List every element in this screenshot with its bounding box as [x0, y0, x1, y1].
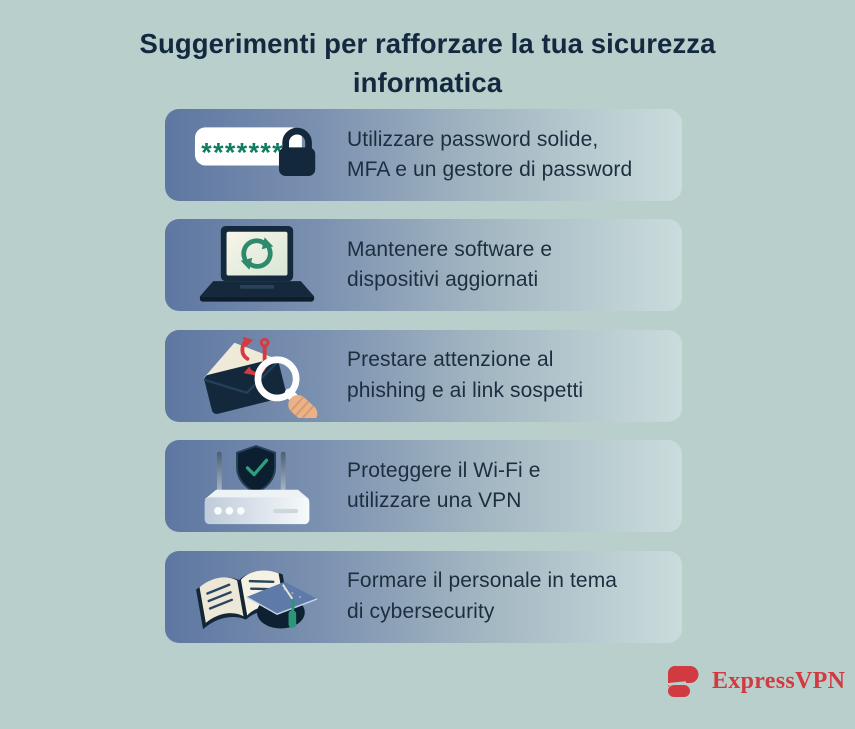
tip-line-1: Prestare attenzione al [347, 348, 554, 372]
page-title: Suggerimenti per rafforzare la tua sicur… [0, 24, 855, 102]
laptop-refresh-icon [191, 224, 323, 306]
tip-line-1: Proteggere il Wi-Fi e [347, 458, 541, 482]
page-title-text: Suggerimenti per rafforzare la tua sicur… [139, 28, 716, 98]
router-led [214, 507, 222, 515]
tassel-string [290, 598, 295, 612]
router-led [225, 507, 234, 515]
book-text-lines-left [206, 583, 234, 610]
tip-line-1: Utilizzare password solide, [347, 127, 599, 151]
laptop-base-edge [199, 296, 315, 303]
router-antenna-right [280, 451, 286, 498]
router-front [204, 497, 310, 525]
password-field-lock-icon: ******* [191, 121, 323, 189]
book-graduation-cap-icon-svg [196, 570, 318, 629]
tip-line-2: utilizzare una VPN [347, 489, 522, 513]
password-mask-text: ******* [201, 138, 284, 168]
router-shield-icon [191, 442, 323, 530]
tip-line-2: phishing e ai link sospetti [347, 378, 584, 402]
open-book [196, 570, 290, 629]
padlock-body [278, 147, 316, 176]
cap-board-edge [246, 595, 318, 615]
tip-card-training: Formare il personale in tema di cybersec… [165, 550, 682, 643]
padlock-shackle [282, 127, 312, 150]
tip-text: Mantenere software e dispositivi aggiorn… [347, 235, 552, 296]
envelope-fold [203, 360, 280, 394]
book-graduation-cap-icon [191, 553, 323, 641]
tip-text: Formare il personale in tema di cybersec… [347, 566, 617, 627]
password-field [194, 127, 302, 166]
tip-text: Utilizzare password solide, MFA e un ges… [347, 125, 632, 186]
magnifier-lens [254, 356, 300, 402]
laptop-screen [226, 232, 288, 276]
envelope [203, 342, 287, 414]
router-antenna-left [217, 451, 222, 498]
tip-card-updates: Mantenere software e dispositivi aggiorn… [165, 219, 682, 312]
tip-line-2: di cybersecurity [347, 599, 495, 623]
graduation-cap [246, 581, 318, 629]
tip-card-passwords: ******* Utilizzare password solide, MFA … [165, 109, 682, 201]
hand [288, 394, 318, 418]
router-slot [273, 509, 298, 514]
tip-card-wifi-vpn: Proteggere il Wi-Fi e utilizzare una VPN [165, 440, 682, 533]
tip-line-1: Formare il personale in tema [347, 569, 618, 593]
shield-check [245, 458, 269, 477]
tip-card-phishing: Prestare attenzione al phishing e ai lin… [165, 329, 682, 422]
password-field-lock-icon-svg: ******* [194, 127, 316, 176]
tip-line-2: MFA e un gestore di password [347, 158, 633, 181]
tassel [288, 609, 297, 628]
tassel-cord [281, 583, 294, 600]
laptop-refresh-icon-svg [199, 226, 315, 303]
envelope-flap [203, 342, 278, 378]
expressvpn-logomark-icon [666, 665, 699, 697]
laptop-base [199, 281, 315, 297]
laptop-touchpad [239, 285, 275, 290]
router-shield-icon-svg [204, 445, 310, 525]
expressvpn-wordmark: ExpressVPN [712, 668, 846, 694]
tip-line-1: Mantenere software e [347, 237, 553, 261]
router-top [204, 489, 310, 500]
shield [236, 445, 277, 494]
tips-list: ******* Utilizzare password solide, MFA … [165, 109, 682, 661]
refresh-arrows [240, 237, 274, 271]
book-page-left [199, 576, 244, 623]
tip-line-2: dispositivi aggiornati [347, 268, 539, 292]
tip-text: Proteggere il Wi-Fi e utilizzare una VPN [347, 456, 541, 517]
phishing-email-magnifier-icon [191, 334, 323, 418]
cap-board [246, 581, 318, 614]
expressvpn-logo: ExpressVPN [666, 664, 845, 699]
tip-text: Prestare attenzione al phishing e ai lin… [347, 345, 583, 406]
router-led [237, 507, 245, 515]
phishing-email-magnifier-icon-svg [203, 336, 318, 418]
